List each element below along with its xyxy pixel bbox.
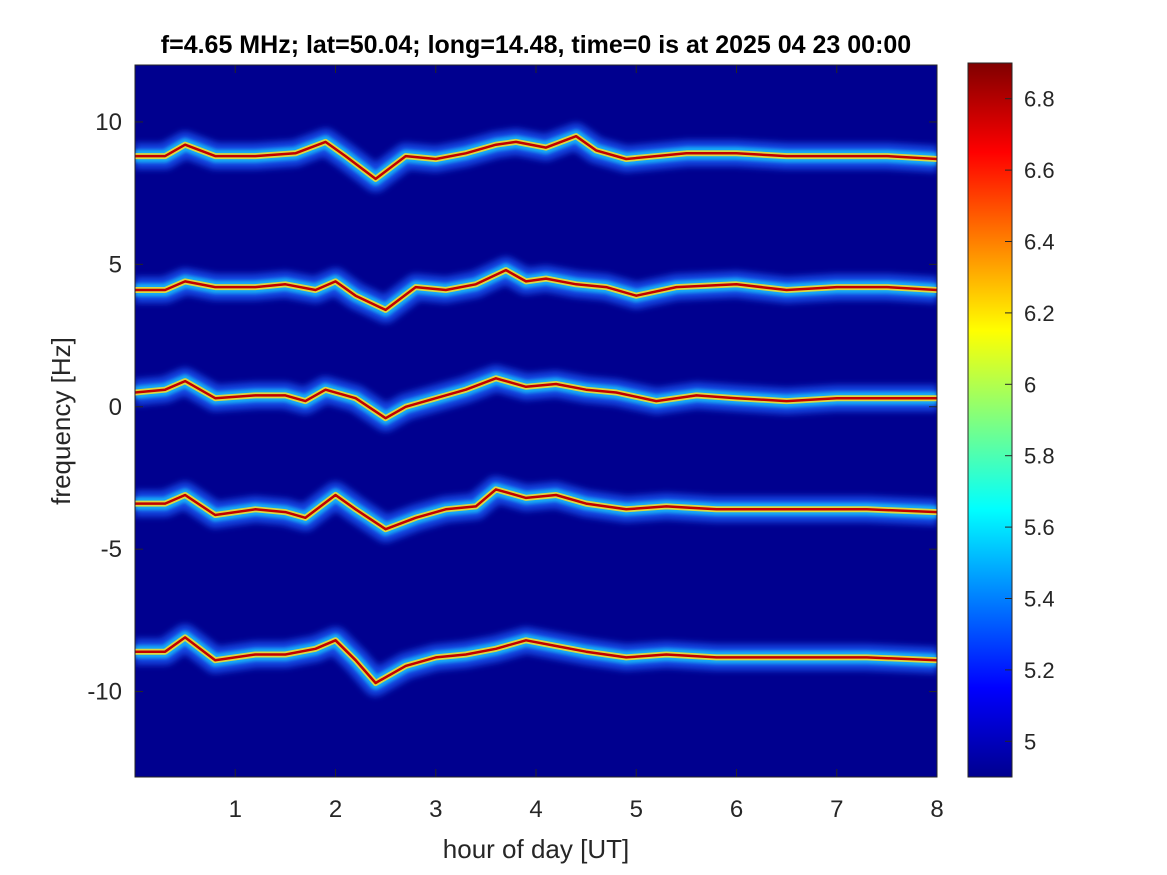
- y-tick-label: -5: [101, 536, 122, 563]
- colorbar-ticks: 6.8 6.6 6.4 6.2 6 5.8 5.6 5.4 5.2 5: [1005, 87, 1055, 754]
- trace-band: [135, 624, 937, 696]
- trace-core: [135, 488, 937, 531]
- trace-core: [135, 377, 937, 420]
- y-tick-label: 5: [109, 251, 122, 278]
- x-axis-ticks: 1 2 3 4 5 6 7 8: [229, 65, 944, 823]
- trace-band: [135, 257, 937, 323]
- colorbar-tick-label: 5.6: [1024, 515, 1055, 540]
- trace-core: [135, 134, 937, 181]
- colorbar-tick-label: 5.4: [1024, 587, 1055, 612]
- y-tick-label: -10: [87, 679, 122, 706]
- trace-core: [135, 636, 937, 685]
- chart-title: f=4.65 MHz; lat=50.04; long=14.48, time=…: [161, 31, 911, 59]
- y-tick-label: 0: [109, 394, 122, 421]
- y-axis-label: frequency [Hz]: [46, 337, 76, 505]
- colorbar-tick-label: 6: [1024, 372, 1036, 397]
- x-tick-label: 1: [229, 796, 242, 823]
- x-tick-label: 2: [329, 796, 342, 823]
- trace-core: [135, 268, 937, 312]
- x-tick-label: 8: [930, 796, 943, 823]
- trace-band: [135, 476, 937, 543]
- y-tick-label: 10: [95, 109, 122, 136]
- y-axis-ticks: 10 5 0 -5 -10: [87, 109, 937, 706]
- x-tick-label: 5: [630, 796, 643, 823]
- colorbar-tick-label: 5: [1024, 729, 1036, 754]
- colorbar-tick-label: 5.8: [1024, 444, 1055, 469]
- colorbar: [967, 62, 1013, 778]
- colorbar-tick-label: 6.4: [1024, 230, 1055, 255]
- colorbar-tick-label: 6.6: [1024, 158, 1055, 183]
- colorbar-tick-label: 6.2: [1024, 301, 1055, 326]
- x-tick-label: 6: [730, 796, 743, 823]
- x-axis-label: hour of day [UT]: [443, 834, 629, 864]
- x-tick-label: 7: [830, 796, 843, 823]
- trace-band: [135, 365, 937, 432]
- x-tick-label: 4: [529, 796, 542, 823]
- x-tick-label: 3: [429, 796, 442, 823]
- trace-band: [135, 123, 937, 192]
- spectral-traces: [135, 123, 937, 696]
- colorbar-tick-label: 5.2: [1024, 658, 1055, 683]
- colorbar-tick-label: 6.8: [1024, 87, 1055, 112]
